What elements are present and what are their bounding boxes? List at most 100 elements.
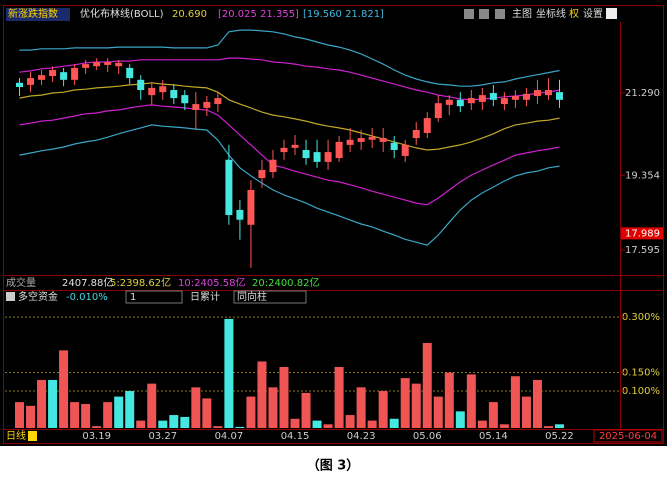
settings-button[interactable]: 设置 [583,8,603,20]
zoom-in[interactable] [464,9,474,19]
candle-body [126,67,134,79]
frame [3,5,664,444]
main-chart-button[interactable]: 主图 [512,8,532,20]
candle-body [192,104,200,111]
candle-body [445,99,453,105]
period-select[interactable] [125,290,183,304]
bar [59,350,69,428]
candle-body [225,159,233,216]
bar [543,426,553,428]
flow-value: -0.010% [66,292,108,303]
candle-body [16,82,24,88]
bar [279,367,289,428]
bar [389,418,399,428]
bar [444,372,454,428]
zoom-out[interactable] [479,9,489,19]
candle-body [313,152,321,162]
bar [532,379,542,428]
bar [158,420,168,428]
bar [400,378,410,428]
bar [15,402,25,428]
background [0,0,667,446]
candle-body [38,75,46,80]
candle-body [115,62,123,67]
volume-ma20: 20:2400.82亿 [252,276,319,289]
boll-line [19,29,560,87]
bar [499,424,509,428]
bar [488,402,498,428]
bar [433,396,443,428]
period-label: 日线 [6,429,26,442]
x-tick-label: 05.22 [545,431,574,442]
indicator-name: 优化布林线(BOLL) [80,7,164,20]
bar [81,403,91,428]
x-tick-label: 05.14 [479,431,508,442]
candle-body [522,93,530,100]
bar [180,416,190,428]
coord-button[interactable]: 坐标线 [536,7,566,20]
candle-body [357,138,365,142]
bar [125,391,135,428]
rights-button[interactable]: 权 [569,7,579,20]
candle-body [291,144,299,148]
candle-body [368,136,376,140]
candle-body [269,159,277,173]
bar [356,387,366,428]
bar [169,415,179,428]
bar [92,426,102,428]
bar [246,396,256,428]
candle-body [258,169,266,179]
x-tick-label: 03.27 [148,431,177,442]
y-tick-label: 0.100% [622,386,660,397]
candle-body [401,144,409,156]
bar [290,418,300,428]
price-tag-label: 17.989 [625,228,660,239]
x-tick-label: 04.15 [281,431,310,442]
period-icon[interactable] [28,431,37,441]
volume-ma10: 10:2405.58亿 [178,276,245,289]
candle-body [434,103,442,119]
candle-body [170,90,178,99]
bar [422,342,432,428]
candle-body [412,129,420,139]
bar [103,402,113,428]
bar [411,383,421,428]
y-tick-label: 21.290 [625,88,660,99]
bar [554,424,564,428]
menu-icon[interactable] [495,9,505,19]
accumulate-option[interactable]: 日累计 [190,290,220,303]
candle-body [511,95,519,100]
candle-body [390,142,398,150]
candle-body [280,147,288,153]
candle-body [302,149,310,159]
volume-total: 2407.88亿 [62,276,113,289]
candle-body [27,78,35,85]
candle-body [555,92,563,100]
candle-body [71,67,79,80]
bar [235,426,245,428]
bar-mode-select[interactable] [233,290,307,304]
bar [268,387,278,428]
up-icon[interactable] [606,8,617,19]
bar [136,420,146,428]
boll-line [19,124,560,246]
y-tick-label: 0.150% [622,368,660,379]
name-highlight [6,8,70,21]
candle-body [544,90,552,96]
candle-body [478,95,486,102]
index-name: 新涨跌指数 [8,7,58,20]
bar [510,376,520,428]
candle-body [247,189,255,225]
bar [334,367,344,428]
boll-mid: 20.690 [172,9,207,20]
boll-line [19,82,560,151]
boll-line [19,104,560,206]
help-icon[interactable] [6,292,15,301]
candle-body [104,61,112,65]
bar [191,387,201,428]
bar-mode-value[interactable]: 同向柱 [237,290,267,303]
period-select-value[interactable]: 1 [130,292,136,303]
y-tick-label: 17.595 [625,245,660,256]
boll-inner: [20.025 21.355] [218,9,299,20]
